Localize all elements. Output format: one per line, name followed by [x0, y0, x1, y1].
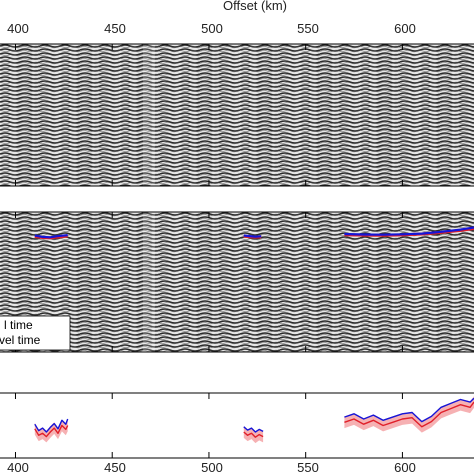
- bottom-tick-label: 400: [7, 460, 29, 474]
- top-tick-label: 550: [297, 21, 319, 36]
- top-tick-label: 400: [7, 21, 29, 36]
- legend-entry-1: l time: [4, 318, 33, 332]
- middle-panel-picks: [34, 226, 474, 240]
- bottom-tick-label: 600: [394, 460, 416, 474]
- series-line-blue: [243, 426, 264, 433]
- top-seismic-noise-band: [143, 44, 155, 186]
- series-line-blue: [34, 418, 69, 433]
- bottom-panel-ticks: [14, 393, 403, 458]
- legend: l time vel time: [0, 315, 71, 351]
- series-line-red: [344, 401, 474, 428]
- top-tick-labels: 400 450 500 550 600: [7, 21, 416, 36]
- bottom-tick-label: 450: [104, 460, 126, 474]
- bottom-panel-background: [0, 393, 474, 458]
- bottom-panel-series: [34, 396, 474, 444]
- bottom-tick-label: 500: [201, 460, 223, 474]
- series-line-red: [34, 424, 69, 438]
- top-tick-label: 450: [104, 21, 126, 36]
- pick-line-blue: [344, 226, 474, 236]
- top-seismic-texture: [0, 44, 474, 186]
- error-band: [344, 396, 474, 433]
- x-axis-title: Offset (km): [223, 0, 287, 13]
- pick-line-blue: [243, 234, 262, 238]
- top-seismic-panel: [0, 43, 474, 187]
- bottom-residual-panel: [0, 392, 474, 459]
- top-tick-label: 600: [394, 21, 416, 36]
- pick-line-blue: [34, 234, 68, 239]
- series-line-red: [243, 431, 264, 438]
- top-panel-ticks: [14, 44, 403, 186]
- legend-entry-2: vel time: [0, 333, 41, 347]
- middle-seismic-panel: [0, 211, 474, 353]
- bottom-tick-labels: 400 450 500 550 600: [7, 460, 416, 474]
- middle-seismic-texture: [0, 212, 474, 352]
- middle-seismic-noise-band: [143, 212, 155, 352]
- bottom-tick-label: 550: [297, 460, 319, 474]
- top-tick-label: 500: [201, 21, 223, 36]
- legend-box: [0, 315, 71, 351]
- series-line-blue: [344, 397, 474, 423]
